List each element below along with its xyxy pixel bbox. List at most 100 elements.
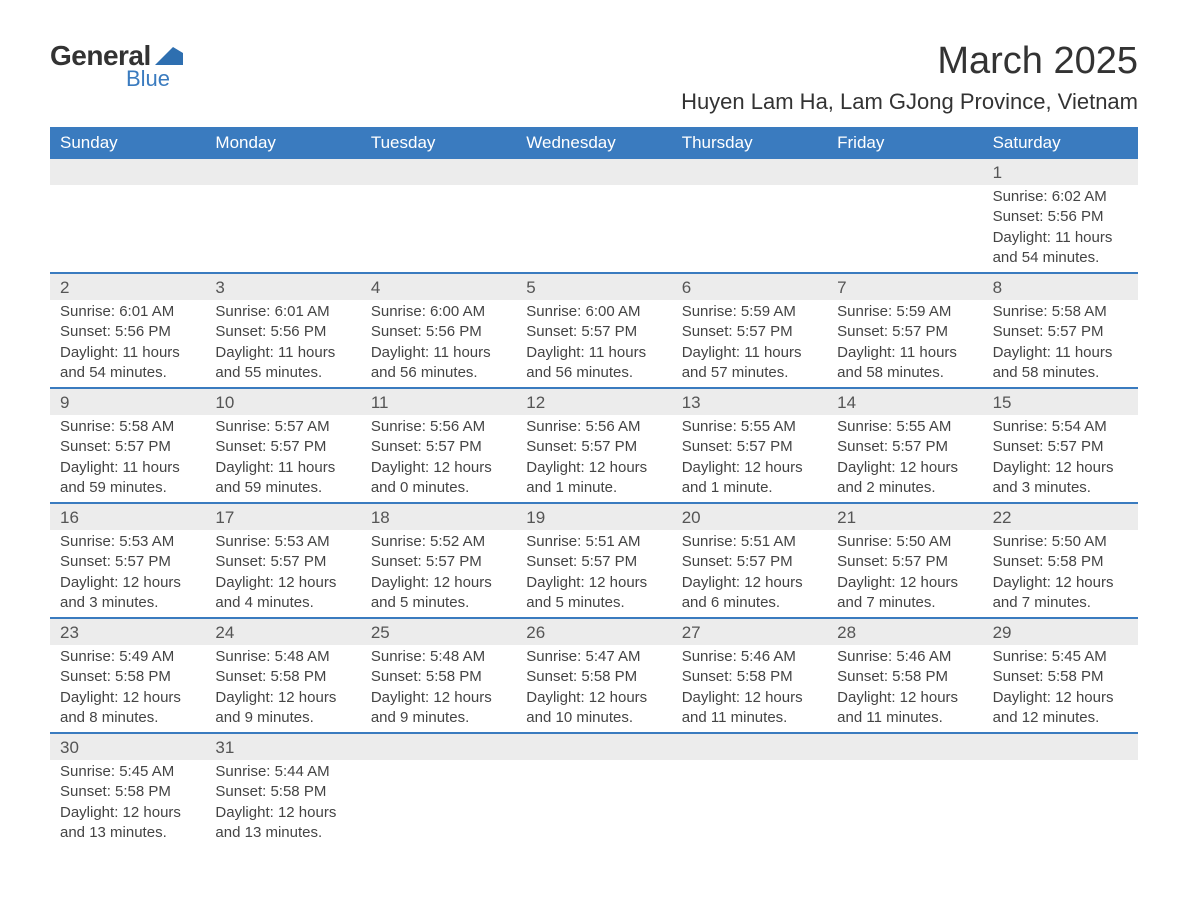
sunset-text: Sunset: 5:58 PM bbox=[837, 667, 972, 687]
day-number-row bbox=[827, 159, 982, 185]
day-number: 24 bbox=[215, 623, 234, 642]
day-content: Sunrise: 6:01 AMSunset: 5:56 PMDaylight:… bbox=[205, 300, 360, 387]
sunrise-text: Sunrise: 5:58 AM bbox=[993, 302, 1128, 322]
day-number: 1 bbox=[993, 163, 1002, 182]
day-content: Sunrise: 5:47 AMSunset: 5:58 PMDaylight:… bbox=[516, 645, 671, 732]
daylight-text: Daylight: 12 hours and 5 minutes. bbox=[371, 573, 506, 614]
logo-text-blue: Blue bbox=[126, 66, 170, 92]
day-number-row bbox=[516, 734, 671, 760]
day-number-row: 8 bbox=[983, 274, 1138, 300]
sunrise-text: Sunrise: 5:50 AM bbox=[993, 532, 1128, 552]
daylight-text: Daylight: 12 hours and 7 minutes. bbox=[837, 573, 972, 614]
sunset-text: Sunset: 5:57 PM bbox=[526, 552, 661, 572]
day-number-row bbox=[361, 734, 516, 760]
daylight-text: Daylight: 11 hours and 55 minutes. bbox=[215, 343, 350, 384]
day-content: Sunrise: 5:48 AMSunset: 5:58 PMDaylight:… bbox=[205, 645, 360, 732]
day-number-row: 22 bbox=[983, 504, 1138, 530]
daylight-text: Daylight: 12 hours and 11 minutes. bbox=[682, 688, 817, 729]
day-number: 26 bbox=[526, 623, 545, 642]
calendar-day: 26 Sunrise: 5:47 AMSunset: 5:58 PMDayligh… bbox=[516, 619, 671, 732]
daylight-text: Daylight: 11 hours and 57 minutes. bbox=[682, 343, 817, 384]
day-number-row: 29 bbox=[983, 619, 1138, 645]
day-content: Sunrise: 5:56 AMSunset: 5:57 PMDaylight:… bbox=[516, 415, 671, 502]
title-block: March 2025 Huyen Lam Ha, Lam GJong Provi… bbox=[681, 40, 1138, 115]
calendar-day: 28Sunrise: 5:46 AMSunset: 5:58 PMDayligh… bbox=[827, 619, 982, 732]
day-content: Sunrise: 5:55 AMSunset: 5:57 PMDaylight:… bbox=[672, 415, 827, 502]
weekday-header: Wednesday bbox=[516, 127, 671, 159]
daylight-text: Daylight: 11 hours and 54 minutes. bbox=[60, 343, 195, 384]
daylight-text: Daylight: 12 hours and 3 minutes. bbox=[993, 458, 1128, 499]
day-number: 16 bbox=[60, 508, 79, 527]
daylight-text: Daylight: 12 hours and 2 minutes. bbox=[837, 458, 972, 499]
daylight-text: Daylight: 12 hours and 5 minutes. bbox=[526, 573, 661, 614]
day-content: Sunrise: 5:50 AMSunset: 5:57 PMDaylight:… bbox=[827, 530, 982, 617]
day-number-row: 27 bbox=[672, 619, 827, 645]
sunset-text: Sunset: 5:57 PM bbox=[682, 552, 817, 572]
daylight-text: Daylight: 12 hours and 9 minutes. bbox=[215, 688, 350, 729]
weekday-header: Tuesday bbox=[361, 127, 516, 159]
sunset-text: Sunset: 5:57 PM bbox=[371, 437, 506, 457]
calendar-day: 18Sunrise: 5:52 AMSunset: 5:57 PMDayligh… bbox=[361, 504, 516, 617]
day-number-row: 12 bbox=[516, 389, 671, 415]
sunrise-text: Sunrise: 5:54 AM bbox=[993, 417, 1128, 437]
day-content: Sunrise: 5:53 AMSunset: 5:57 PMDaylight:… bbox=[50, 530, 205, 617]
calendar-day: 2 Sunrise: 6:01 AMSunset: 5:56 PMDaylight… bbox=[50, 274, 205, 387]
calendar-day bbox=[361, 159, 516, 272]
day-content: Sunrise: 5:51 AMSunset: 5:57 PMDaylight:… bbox=[672, 530, 827, 617]
sunrise-text: Sunrise: 6:00 AM bbox=[371, 302, 506, 322]
day-number: 5 bbox=[526, 278, 535, 297]
sunset-text: Sunset: 5:57 PM bbox=[60, 552, 195, 572]
daylight-text: Daylight: 12 hours and 0 minutes. bbox=[371, 458, 506, 499]
sunset-text: Sunset: 5:58 PM bbox=[682, 667, 817, 687]
calendar-day bbox=[50, 159, 205, 272]
sunset-text: Sunset: 5:57 PM bbox=[526, 437, 661, 457]
day-content: Sunrise: 5:45 AMSunset: 5:58 PMDaylight:… bbox=[983, 645, 1138, 732]
calendar-day bbox=[672, 159, 827, 272]
daylight-text: Daylight: 11 hours and 59 minutes. bbox=[215, 458, 350, 499]
weekday-header: Friday bbox=[827, 127, 982, 159]
day-number: 29 bbox=[993, 623, 1012, 642]
day-number: 2 bbox=[60, 278, 69, 297]
sunrise-text: Sunrise: 5:51 AM bbox=[682, 532, 817, 552]
sunset-text: Sunset: 5:57 PM bbox=[837, 437, 972, 457]
sunset-text: Sunset: 5:58 PM bbox=[60, 667, 195, 687]
day-number: 22 bbox=[993, 508, 1012, 527]
day-content: Sunrise: 5:56 AMSunset: 5:57 PMDaylight:… bbox=[361, 415, 516, 502]
sunset-text: Sunset: 5:57 PM bbox=[60, 437, 195, 457]
day-number-row: 1 bbox=[983, 159, 1138, 185]
calendar: Sunday Monday Tuesday Wednesday Thursday… bbox=[50, 127, 1138, 847]
calendar-day: 5 Sunrise: 6:00 AMSunset: 5:57 PMDaylight… bbox=[516, 274, 671, 387]
day-number-row: 23 bbox=[50, 619, 205, 645]
sunset-text: Sunset: 5:57 PM bbox=[215, 437, 350, 457]
sunset-text: Sunset: 5:57 PM bbox=[526, 322, 661, 342]
day-content: Sunrise: 5:54 AMSunset: 5:57 PMDaylight:… bbox=[983, 415, 1138, 502]
day-number: 28 bbox=[837, 623, 856, 642]
day-number-row bbox=[672, 734, 827, 760]
sunset-text: Sunset: 5:58 PM bbox=[215, 782, 350, 802]
day-number: 30 bbox=[60, 738, 79, 757]
day-number-row bbox=[205, 159, 360, 185]
day-content: Sunrise: 5:48 AMSunset: 5:58 PMDaylight:… bbox=[361, 645, 516, 732]
sunrise-text: Sunrise: 5:56 AM bbox=[526, 417, 661, 437]
location: Huyen Lam Ha, Lam GJong Province, Vietna… bbox=[681, 89, 1138, 115]
sunrise-text: Sunrise: 5:48 AM bbox=[215, 647, 350, 667]
day-content: Sunrise: 6:01 AMSunset: 5:56 PMDaylight:… bbox=[50, 300, 205, 387]
calendar-week: 23Sunrise: 5:49 AMSunset: 5:58 PMDayligh… bbox=[50, 617, 1138, 732]
sunrise-text: Sunrise: 5:52 AM bbox=[371, 532, 506, 552]
sunrise-text: Sunrise: 5:46 AM bbox=[837, 647, 972, 667]
day-number: 3 bbox=[215, 278, 224, 297]
calendar-day: 24 Sunrise: 5:48 AMSunset: 5:58 PMDayligh… bbox=[205, 619, 360, 732]
calendar-day bbox=[516, 159, 671, 272]
weekday-header: Monday bbox=[205, 127, 360, 159]
sunset-text: Sunset: 5:57 PM bbox=[682, 437, 817, 457]
calendar-day: 31Sunrise: 5:44 AMSunset: 5:58 PMDayligh… bbox=[205, 734, 360, 847]
sunset-text: Sunset: 5:58 PM bbox=[993, 667, 1128, 687]
sunset-text: Sunset: 5:56 PM bbox=[215, 322, 350, 342]
calendar-day: 16 Sunrise: 5:53 AMSunset: 5:57 PMDayligh… bbox=[50, 504, 205, 617]
day-number-row: 7 bbox=[827, 274, 982, 300]
day-number: 27 bbox=[682, 623, 701, 642]
sunrise-text: Sunrise: 5:59 AM bbox=[682, 302, 817, 322]
calendar-day: 12Sunrise: 5:56 AMSunset: 5:57 PMDayligh… bbox=[516, 389, 671, 502]
day-number-row: 19 bbox=[516, 504, 671, 530]
day-content: Sunrise: 6:00 AMSunset: 5:57 PMDaylight:… bbox=[516, 300, 671, 387]
